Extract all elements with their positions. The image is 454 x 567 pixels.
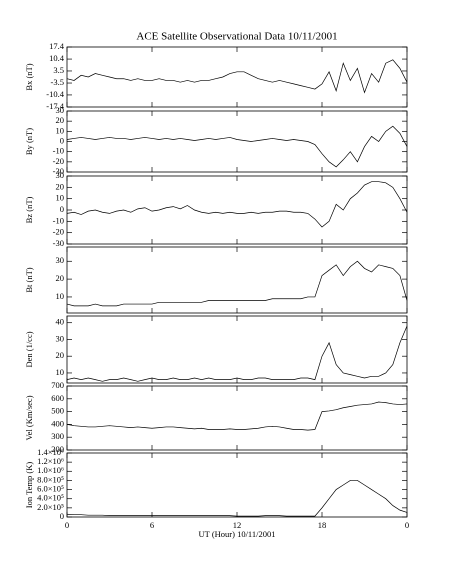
y-tick-label: 700 <box>51 380 64 390</box>
y-tick-label: 600 <box>51 393 64 403</box>
y-axis-label: Bx (nT) <box>24 63 34 90</box>
data-line <box>66 325 408 382</box>
y-tick-label: 4.0×10⁵ <box>37 493 64 503</box>
y-axis-label: Vel (Km/sec) <box>24 395 34 440</box>
y-tick-label: 10 <box>56 367 65 377</box>
y-tick-label: -30 <box>53 166 64 176</box>
y-tick-label: 0 <box>60 204 64 214</box>
x-tick-label: 18 <box>318 520 327 530</box>
y-tick-label: 30 <box>56 333 65 343</box>
x-tick-label: 0 <box>405 520 409 530</box>
data-line <box>66 480 408 517</box>
y-tick-label: 0 <box>60 511 64 521</box>
panel-frame <box>66 46 408 108</box>
y-tick-label: 500 <box>51 406 64 416</box>
y-tick-label: 300 <box>51 431 64 441</box>
y-axis-label: Bt (nT) <box>24 267 34 292</box>
y-tick-label: -30 <box>53 238 64 248</box>
y-axis-label: By (nT) <box>24 128 34 155</box>
x-tick-label: 0 <box>65 520 69 530</box>
x-axis-label: UT (Hour) 10/11/2001 <box>199 529 276 539</box>
y-tick-label: 8.0×10⁵ <box>37 474 64 484</box>
y-tick-label: 20 <box>56 181 65 191</box>
y-axis-label: Den (1/cc) <box>24 331 34 367</box>
y-tick-label: 2.0×10⁵ <box>37 502 64 512</box>
y-tick-label: 10 <box>56 193 65 203</box>
y-tick-label: 20 <box>56 273 65 283</box>
y-tick-label: 0 <box>60 135 64 145</box>
y-tick-label: 200 <box>51 444 64 454</box>
y-tick-label: -20 <box>53 227 64 237</box>
y-axis-label: Bz (nT) <box>24 196 34 223</box>
y-tick-label: 400 <box>51 418 64 428</box>
y-tick-label: 30 <box>56 255 65 265</box>
data-line <box>66 260 408 307</box>
panel-frame <box>66 110 408 173</box>
data-line <box>66 181 408 228</box>
y-tick-label: 30 <box>56 170 65 180</box>
y-tick-label: 3.5 <box>53 65 64 75</box>
y-tick-label: 10 <box>56 291 65 301</box>
y-tick-label: 20 <box>56 350 65 360</box>
panel-frame <box>66 452 408 518</box>
data-line <box>66 401 408 431</box>
chart-title: ACE Satellite Observational Data 10/11/2… <box>136 31 337 43</box>
y-tick-label: 1.0×10⁶ <box>37 465 64 475</box>
y-tick-label: -10.4 <box>46 89 64 99</box>
data-line <box>66 125 408 168</box>
x-tick-label: 12 <box>233 520 242 530</box>
panel-frame <box>66 315 408 384</box>
y-tick-label: 20 <box>56 115 65 125</box>
y-tick-label: -3.5 <box>51 77 64 87</box>
y-tick-label: 17.4 <box>49 41 65 51</box>
y-tick-label: 1.4×10⁶ <box>37 447 64 457</box>
y-tick-label: 10 <box>56 125 65 135</box>
y-tick-label: 30 <box>56 105 65 115</box>
panel-frame <box>66 175 408 245</box>
y-tick-label: -10 <box>53 215 64 225</box>
panel-frame <box>66 246 408 314</box>
y-tick-label: 10.4 <box>49 53 65 63</box>
y-tick-label: -17.4 <box>46 101 64 111</box>
y-tick-label: 1.2×10⁶ <box>37 456 64 466</box>
y-tick-label: -10 <box>53 146 64 156</box>
y-axis-label: Ion Temp (K) <box>24 462 34 509</box>
y-tick-label: 40 <box>56 317 65 327</box>
data-line <box>66 59 408 94</box>
panel-frame <box>66 385 408 451</box>
y-tick-label: -20 <box>53 156 64 166</box>
y-tick-label: 6.0×10⁵ <box>37 484 64 494</box>
x-tick-label: 6 <box>150 520 154 530</box>
